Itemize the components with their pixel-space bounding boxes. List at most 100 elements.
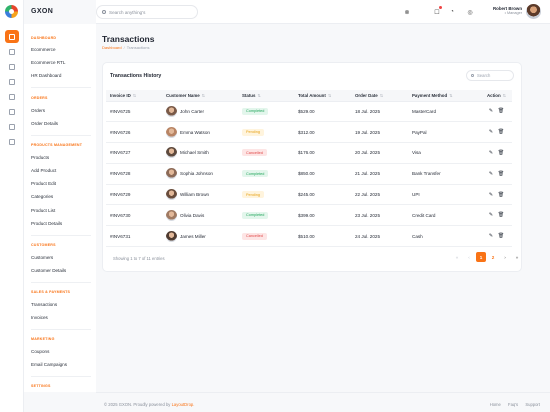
rail-file-icon[interactable] — [5, 120, 19, 133]
col-action[interactable]: Action ⇅ — [483, 90, 512, 102]
status-cell: Completed — [238, 163, 294, 185]
edit-icon[interactable]: ✎ — [488, 108, 494, 115]
payment-method: MasterCard — [408, 101, 483, 123]
next-page-button[interactable]: › — [504, 254, 506, 260]
delete-icon[interactable]: 🗑 — [497, 212, 505, 219]
delete-icon[interactable]: 🗑 — [497, 149, 505, 156]
action-cell: ✎ 🗑 — [483, 163, 512, 185]
sidebar-item-product-details[interactable]: Product Details — [31, 221, 63, 226]
sidebar-item-email-campaigns[interactable]: Email Campaigns — [31, 362, 67, 367]
delete-icon[interactable]: 🗑 — [497, 191, 505, 198]
edit-icon[interactable]: ✎ — [488, 191, 494, 198]
status-badge: Completed — [242, 170, 269, 178]
footer-link-home[interactable]: Home — [489, 402, 501, 407]
col-total-amount[interactable]: Total Amount ⇅ — [294, 90, 351, 102]
col-payment-method[interactable]: Payment Method ⇅ — [408, 90, 483, 102]
invoice-id[interactable]: #INV6728 — [106, 163, 162, 185]
sidebar-item-product-list[interactable]: Product List — [31, 208, 56, 213]
col-status[interactable]: Status ⇅ — [238, 90, 294, 102]
sidebar-section-customers: Customers — [31, 243, 56, 247]
invoice-id[interactable]: #INV6725 — [106, 101, 162, 123]
table-search[interactable] — [466, 70, 514, 81]
footer: © 2025 GXON. Proudly powered by LayoutDr… — [96, 392, 550, 412]
invoice-id[interactable]: #INV6729 — [106, 184, 162, 206]
breadcrumb-parent[interactable]: Dashboard — [102, 45, 122, 50]
payment-method: UPI — [408, 184, 483, 206]
invoice-id[interactable]: #INV6727 — [106, 142, 162, 164]
status-badge: Pending — [242, 191, 264, 199]
user-menu[interactable]: Robert Brown • Manager — [490, 6, 522, 15]
last-page-button[interactable]: » — [515, 254, 519, 260]
sidebar-item-add-product[interactable]: Add Product — [31, 168, 57, 173]
status-badge: Completed — [242, 107, 269, 115]
user-avatar[interactable] — [526, 4, 541, 19]
sidebar-item-hr-dashboard[interactable]: HR Dashboard — [31, 73, 62, 78]
bell-icon[interactable]: ◔ — [450, 9, 454, 15]
customer-avatar — [166, 189, 177, 201]
rail-grid-icon[interactable] — [5, 90, 19, 103]
footer-brand-link[interactable]: LayoutDrop. — [171, 402, 195, 407]
customer-cell: James Miller — [162, 225, 238, 248]
sidebar-item-ecommerce[interactable]: Ecommerce — [31, 47, 56, 52]
total-amount: $850.00 — [294, 163, 351, 185]
user-role: • Manager — [504, 11, 522, 15]
invoice-id[interactable]: #INV6731 — [106, 225, 162, 248]
customer-name: Michael Smith — [180, 150, 209, 156]
sidebar-item-product-edit[interactable]: Product Edit — [31, 181, 57, 186]
status-badge: Pending — [242, 128, 264, 136]
delete-icon[interactable]: 🗑 — [497, 129, 505, 136]
edit-icon[interactable]: ✎ — [488, 233, 494, 240]
logo-icon — [5, 5, 18, 18]
sidebar-section-marketing: Marketing — [31, 337, 55, 341]
page-1-button[interactable]: 1 — [476, 252, 486, 262]
invoice-id[interactable]: #INV6726 — [106, 121, 162, 144]
delete-icon[interactable]: 🗑 — [497, 233, 505, 240]
invoice-id[interactable]: #INV6730 — [106, 204, 162, 227]
rail-chat-icon[interactable] — [5, 60, 19, 73]
sidebar-item-ecommerce-rtl[interactable]: Ecommerce RTL — [31, 60, 66, 65]
sort-icon: ⇅ — [502, 92, 507, 98]
sidebar-item-order-details[interactable]: Order Details — [31, 121, 59, 126]
rail-shield-icon[interactable] — [5, 135, 19, 148]
sidebar-item-categories[interactable]: Categories — [31, 194, 54, 199]
col-order-date[interactable]: Order Date ⇅ — [351, 90, 408, 102]
global-search-input[interactable] — [109, 9, 189, 15]
table-row: #INV6729 William Brown Pending $245.00 22 Ju… — [106, 184, 512, 206]
edit-icon[interactable]: ✎ — [488, 212, 494, 219]
rail-mail-icon[interactable] — [5, 105, 19, 118]
fullscreen-icon[interactable]: ◎ — [467, 9, 473, 16]
apps-icon[interactable]: ☐ — [434, 9, 440, 16]
rail-calendar-icon[interactable] — [5, 45, 19, 58]
sidebar-item-orders[interactable]: Orders — [31, 108, 46, 113]
sidebar-item-invoices[interactable]: Invoices — [31, 315, 48, 320]
page-2-button[interactable]: 2 — [491, 254, 495, 260]
action-cell: ✎ 🗑 — [483, 225, 512, 248]
footer-link-support[interactable]: Support — [525, 402, 540, 407]
customer-cell: Olivia Davis — [162, 204, 238, 227]
status-cell: Pending — [238, 121, 294, 144]
customer-cell: Emma Watson — [162, 121, 238, 144]
sidebar-item-coupons[interactable]: Coupons — [31, 349, 50, 354]
edit-icon[interactable]: ✎ — [488, 170, 494, 177]
edit-icon[interactable]: ✎ — [488, 129, 494, 136]
sidebar-item-customers[interactable]: Customers — [31, 255, 54, 260]
col-customer-name[interactable]: Customer Name ⇅ — [162, 90, 238, 102]
customer-cell: William Brown — [162, 184, 238, 206]
global-search[interactable] — [96, 5, 198, 19]
edit-icon[interactable]: ✎ — [488, 149, 494, 156]
table-row: #INV6730 Olivia Davis Completed $399.00 23 J… — [106, 204, 512, 227]
prev-page-button[interactable]: ‹ — [468, 254, 470, 260]
col-invoice-id[interactable]: Invoice ID ⇅ — [106, 90, 162, 102]
sidebar-item-transactions[interactable]: Transactions — [31, 302, 58, 307]
customer-cell: Michael Smith — [162, 142, 238, 164]
footer-link-faqs[interactable]: Faq's — [508, 402, 519, 407]
sidebar-item-customer-details[interactable]: Customer Details — [31, 268, 67, 273]
delete-icon[interactable]: 🗑 — [497, 108, 505, 115]
rail-dashboard-icon[interactable] — [5, 30, 19, 43]
first-page-button[interactable]: « — [455, 254, 459, 260]
delete-icon[interactable]: 🗑 — [497, 170, 505, 177]
table-search-input[interactable] — [477, 73, 513, 78]
sidebar-item-products[interactable]: Products — [31, 155, 50, 160]
settings-icon[interactable]: ⊗ — [404, 9, 410, 16]
rail-feed-icon[interactable] — [5, 75, 19, 88]
